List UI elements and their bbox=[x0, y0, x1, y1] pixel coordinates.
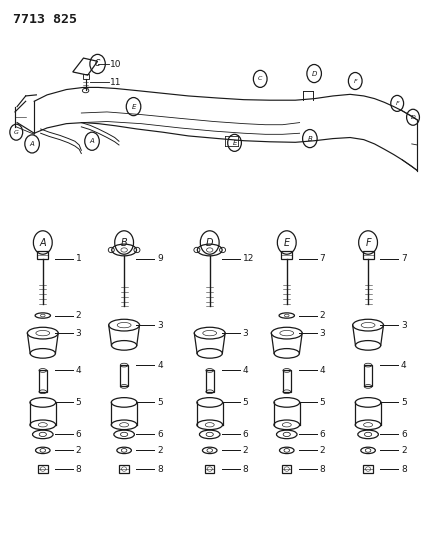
Text: B: B bbox=[121, 238, 128, 247]
Text: 8: 8 bbox=[157, 465, 163, 473]
Text: 6: 6 bbox=[76, 430, 81, 439]
Text: D: D bbox=[312, 70, 317, 77]
Text: 3: 3 bbox=[157, 321, 163, 329]
Bar bbox=[37, 251, 48, 259]
Text: 8: 8 bbox=[76, 465, 81, 473]
Text: 5: 5 bbox=[320, 398, 325, 407]
Text: 3: 3 bbox=[320, 329, 325, 337]
Text: 6: 6 bbox=[320, 430, 325, 439]
Text: F: F bbox=[354, 78, 357, 84]
Text: 5: 5 bbox=[157, 398, 163, 407]
Text: 7: 7 bbox=[320, 254, 325, 263]
Text: A: A bbox=[39, 238, 46, 247]
Bar bbox=[364, 365, 372, 386]
Text: 8: 8 bbox=[243, 465, 248, 473]
Text: A: A bbox=[89, 138, 95, 144]
Text: 2: 2 bbox=[320, 446, 325, 455]
Text: 3: 3 bbox=[243, 329, 248, 337]
Bar bbox=[39, 370, 47, 392]
Text: 11: 11 bbox=[110, 78, 122, 86]
Text: G: G bbox=[14, 130, 19, 135]
Text: 6: 6 bbox=[243, 430, 248, 439]
Text: 3: 3 bbox=[401, 321, 407, 329]
Text: 7713 825: 7713 825 bbox=[13, 13, 77, 26]
Bar bbox=[283, 370, 291, 392]
Text: 4: 4 bbox=[157, 361, 163, 369]
Text: 4: 4 bbox=[76, 366, 81, 375]
Text: 12: 12 bbox=[243, 254, 254, 263]
Text: D: D bbox=[206, 238, 214, 247]
Text: F: F bbox=[365, 238, 371, 247]
Text: 8: 8 bbox=[320, 465, 325, 473]
Text: 5: 5 bbox=[401, 398, 407, 407]
Bar bbox=[363, 251, 374, 259]
Text: 3: 3 bbox=[76, 329, 81, 337]
Text: 2: 2 bbox=[157, 446, 163, 455]
Text: B: B bbox=[307, 135, 312, 142]
Text: 5: 5 bbox=[243, 398, 248, 407]
Text: E: E bbox=[131, 103, 136, 110]
Text: 2: 2 bbox=[243, 446, 248, 455]
Text: 8: 8 bbox=[401, 465, 407, 473]
Text: 7: 7 bbox=[401, 254, 407, 263]
Text: E: E bbox=[232, 140, 237, 146]
Text: 2: 2 bbox=[76, 446, 81, 455]
Text: 2: 2 bbox=[320, 311, 325, 320]
Text: A: A bbox=[30, 141, 35, 147]
Bar bbox=[281, 251, 292, 259]
Text: 2: 2 bbox=[401, 446, 407, 455]
Text: 4: 4 bbox=[243, 366, 248, 375]
Bar bbox=[206, 370, 214, 392]
Text: F: F bbox=[395, 101, 399, 106]
Bar bbox=[83, 74, 89, 79]
Bar bbox=[120, 365, 128, 386]
Bar bbox=[282, 465, 291, 473]
Text: 4: 4 bbox=[401, 361, 407, 369]
Text: 2: 2 bbox=[76, 311, 81, 320]
Text: C: C bbox=[95, 60, 100, 68]
Text: 9: 9 bbox=[157, 254, 163, 263]
Bar bbox=[205, 465, 214, 473]
Text: 10: 10 bbox=[110, 60, 122, 69]
Text: C: C bbox=[258, 76, 262, 82]
Bar bbox=[38, 465, 48, 473]
Text: 6: 6 bbox=[401, 430, 407, 439]
Text: 4: 4 bbox=[320, 366, 325, 375]
Text: 1: 1 bbox=[76, 254, 81, 263]
Text: 5: 5 bbox=[76, 398, 81, 407]
Text: E: E bbox=[284, 238, 290, 247]
Bar bbox=[119, 465, 129, 473]
Text: 6: 6 bbox=[157, 430, 163, 439]
Bar bbox=[363, 465, 373, 473]
Text: D: D bbox=[410, 115, 416, 120]
